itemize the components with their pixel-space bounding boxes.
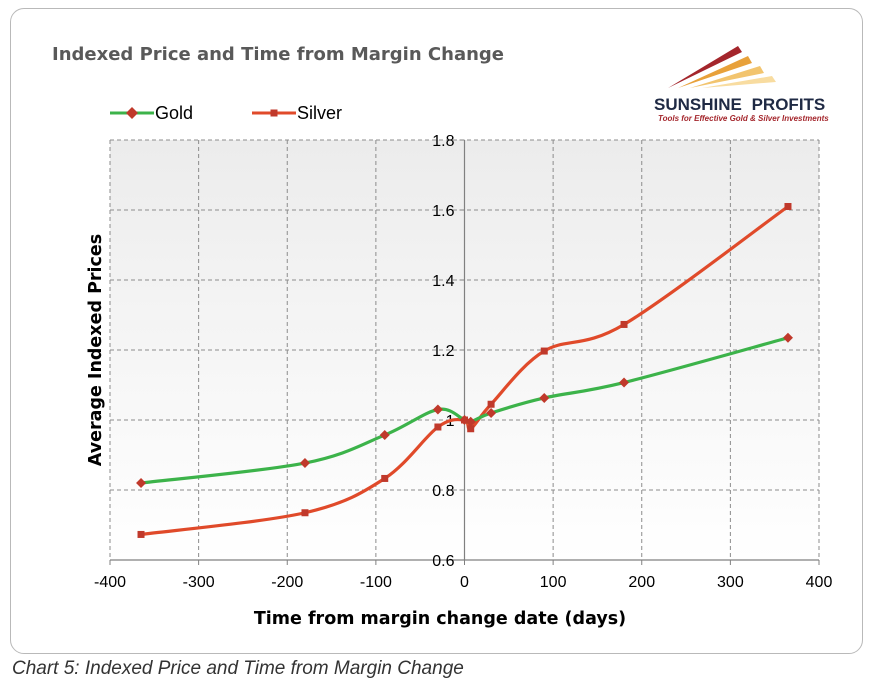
data-point-silver: [540, 347, 548, 355]
data-point-silver: [467, 425, 475, 433]
x-tick-label: -100: [360, 574, 392, 591]
x-tick-label: 400: [806, 574, 833, 591]
y-tick-label: 0.6: [432, 553, 454, 570]
chart-svg: Indexed Price and Time from Margin Chang…: [52, 44, 832, 629]
legend-marker-silver: [270, 109, 278, 117]
tick-labels: -400 -300 -200 -100 0 100 200 300 4000.60.811.21…: [94, 133, 832, 591]
y-axis-title: Average Indexed Prices: [86, 234, 106, 466]
grid: [109, 139, 820, 560]
data-point-gold: [782, 332, 793, 343]
data-point-silver: [487, 400, 495, 408]
x-tick-label: -400: [94, 574, 126, 591]
logo-name-part2: PROFITS: [752, 95, 826, 114]
figure-caption: Chart 5: Indexed Price and Time from Mar…: [12, 658, 464, 679]
x-tick-label: 300: [717, 574, 744, 591]
series: [136, 203, 793, 538]
data-point-silver: [620, 320, 628, 328]
data-point-gold: [465, 416, 476, 427]
data-point-gold: [136, 478, 147, 488]
data-point-gold: [619, 377, 630, 388]
data-point-gold: [379, 430, 390, 441]
x-axis-title: Time from margin change date (days): [254, 609, 626, 629]
y-tick-label: 1.6: [432, 203, 454, 220]
data-point-silver: [784, 203, 792, 210]
logo-tagline: Tools for Effective Gold & Silver Invest…: [658, 114, 829, 123]
legend-item-silver: Silver: [252, 103, 342, 123]
x-tick-label: 100: [540, 574, 567, 591]
x-tick-label: -200: [271, 574, 303, 591]
y-tick-label: 1.2: [432, 343, 454, 360]
x-tick-label: -300: [183, 574, 215, 591]
data-point-gold: [539, 392, 550, 403]
legend-label-silver: Silver: [297, 103, 342, 123]
y-tick-label: 0.8: [432, 483, 454, 500]
x-tick-label: 0: [460, 574, 469, 591]
legend-marker-gold: [126, 107, 138, 119]
axes: [109, 139, 820, 565]
sunshine-profits-logo: SUNSHINE PROFITS Tools for Effective Gol…: [654, 46, 829, 123]
y-tick-label: 1.8: [432, 133, 454, 150]
data-point-silver: [434, 423, 442, 431]
logo-name-part1: SUNSHINE: [654, 95, 742, 114]
legend-item-gold: Gold: [110, 103, 193, 123]
logo-swoosh-icon: [668, 46, 776, 88]
data-point-silver: [137, 530, 145, 538]
data-point-silver: [301, 509, 309, 517]
data-point-silver: [381, 474, 389, 482]
y-tick-label: 1.4: [432, 273, 454, 290]
chart-title: Indexed Price and Time from Margin Chang…: [52, 44, 504, 65]
x-tick-label: 200: [628, 574, 655, 591]
legend: Gold Silver: [110, 103, 342, 123]
data-point-gold: [432, 404, 443, 415]
svg-text:SUNSHINE PROFITS: SUNSHINE PROFITS: [654, 95, 825, 114]
data-point-gold: [299, 458, 310, 469]
legend-label-gold: Gold: [155, 103, 193, 123]
data-point-gold: [486, 408, 497, 418]
